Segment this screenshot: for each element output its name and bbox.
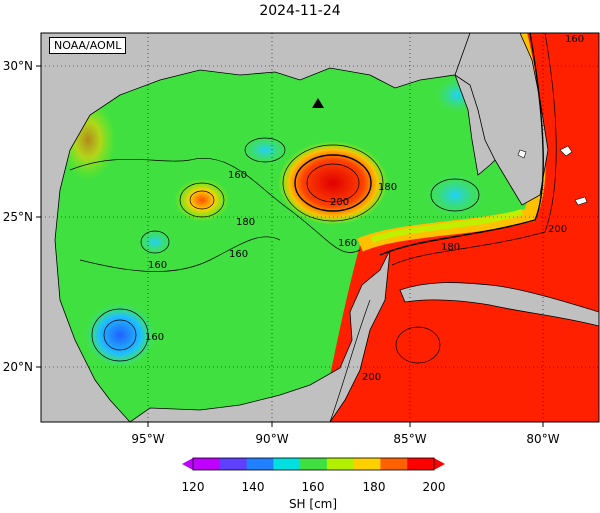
- colorbar-tick: 160: [302, 480, 325, 494]
- contour-label: 160: [145, 332, 164, 343]
- map-frame: [40, 32, 600, 423]
- land-cuba: [399, 282, 599, 327]
- contour-label: 200: [362, 372, 381, 383]
- contour-label: 160: [338, 238, 357, 249]
- warm-eddy-west: [174, 178, 230, 222]
- colorbar-cell: [326, 458, 355, 470]
- contour-label: 200: [330, 197, 349, 208]
- contour-label: 160: [148, 260, 167, 271]
- colorbar-over-tip: [434, 458, 445, 470]
- warm-eddy: [278, 141, 388, 225]
- contour-label: 160: [229, 249, 248, 260]
- station-marker-icon: [312, 98, 324, 108]
- contour-label: 160: [565, 34, 584, 45]
- colorbar-cells: [193, 458, 435, 470]
- islands: [517, 145, 588, 206]
- credit-label: NOAA/AOML: [49, 37, 127, 54]
- colorbar-tick: 200: [423, 480, 446, 494]
- cold-eddy-southwest: [85, 303, 155, 367]
- colorbar-cell: [273, 458, 301, 470]
- contour-label: 180: [378, 182, 397, 193]
- cyan-patch-center: [241, 135, 289, 165]
- colorbar-cell: [407, 458, 435, 470]
- colorbar-tick: 140: [242, 480, 265, 494]
- graticule: [41, 33, 599, 422]
- lon-label: 90°W: [255, 432, 288, 446]
- colorbar-cell: [353, 458, 381, 470]
- contour-label: 200: [548, 224, 567, 235]
- colorbar-cell: [193, 458, 221, 470]
- colorbar-cell: [219, 458, 248, 470]
- contour-label-group: 160 160 160 160 160 180 180 180 200 200 …: [145, 34, 584, 383]
- contour-lines: [69, 33, 557, 422]
- contour-label: 180: [236, 217, 255, 228]
- axis-ticks: [36, 65, 544, 427]
- colorbar: [182, 457, 445, 471]
- land-florida: [454, 33, 549, 206]
- colorbar-tick: 120: [182, 480, 205, 494]
- lat-label: 30°N: [3, 59, 33, 73]
- colorbar-under-tip: [182, 458, 193, 470]
- lon-label: 80°W: [526, 432, 559, 446]
- colorbar-tick: 180: [363, 480, 386, 494]
- colorbar-cell: [380, 458, 408, 470]
- colorbar-label: SH [cm]: [289, 497, 337, 511]
- lat-label: 20°N: [3, 360, 33, 374]
- lat-label: 25°N: [3, 210, 33, 224]
- loop-current-front: [370, 209, 523, 243]
- colorbar-cell: [246, 458, 274, 470]
- cyan-patch-east: [425, 173, 485, 217]
- map-title: 2024-11-24: [259, 3, 341, 19]
- lon-label: 95°W: [131, 432, 164, 446]
- colorbar-frame: [192, 457, 435, 471]
- contour-label: 160: [228, 170, 247, 181]
- cyan-patch-west: [137, 228, 173, 256]
- contour-label: 180: [441, 242, 460, 253]
- land-yucatan: [129, 249, 391, 422]
- colorbar-cell: [300, 458, 328, 470]
- lon-label: 85°W: [393, 432, 426, 446]
